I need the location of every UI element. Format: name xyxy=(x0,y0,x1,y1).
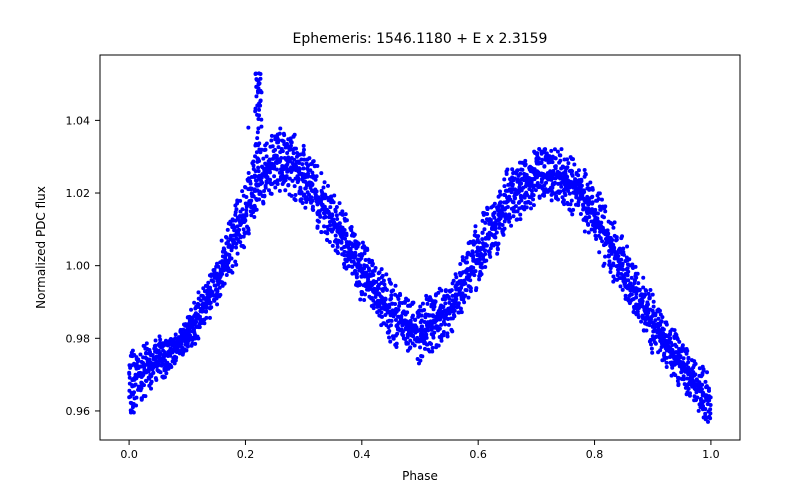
x-axis-label: Phase xyxy=(402,469,438,483)
phase-flux-scatter-chart: 0.00.20.40.60.81.0 0.960.981.001.021.04 … xyxy=(0,0,800,500)
x-tick-label: 0.0 xyxy=(120,448,138,461)
plot-background xyxy=(100,55,740,440)
y-tick-label: 1.00 xyxy=(66,260,91,273)
x-tick-label: 0.2 xyxy=(237,448,255,461)
chart-svg: 0.00.20.40.60.81.0 0.960.981.001.021.04 … xyxy=(0,0,800,500)
x-tick-label: 0.6 xyxy=(469,448,487,461)
y-tick-label: 1.02 xyxy=(66,187,91,200)
x-tick-label: 1.0 xyxy=(702,448,720,461)
y-tick-label: 0.98 xyxy=(66,332,91,345)
x-tick-label: 0.8 xyxy=(586,448,604,461)
x-ticks: 0.0 0.2 0.4 0.6 0.8 1.0 xyxy=(120,440,719,461)
chart-title: Ephemeris: 1546.1180 + E x 2.3159 xyxy=(293,31,548,47)
y-ticks: 0.96 0.98 1.00 1.02 1.04 xyxy=(66,114,101,418)
y-axis-label: Normalized PDC flux xyxy=(34,186,48,309)
x-tick-label: 0.4 xyxy=(353,448,371,461)
y-tick-label: 1.04 xyxy=(66,114,91,127)
y-tick-label: 0.96 xyxy=(66,405,91,418)
